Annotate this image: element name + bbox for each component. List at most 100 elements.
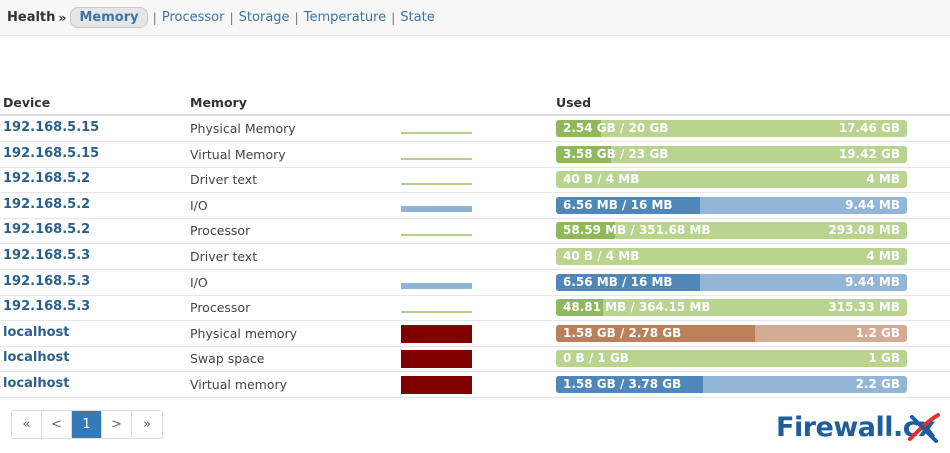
memory-type[interactable]: Physical Memory xyxy=(190,121,296,136)
nav-divider: | xyxy=(152,10,157,25)
device-link[interactable]: localhost xyxy=(3,376,70,391)
usage-graph[interactable] xyxy=(401,282,472,289)
memory-type[interactable]: Driver text xyxy=(190,172,258,188)
usage-bar[interactable]: 40 B / 4 MB 4 MB xyxy=(556,171,907,189)
nav-divider: | xyxy=(391,10,396,25)
next-page-button[interactable]: > xyxy=(102,411,132,438)
last-page-button[interactable]: » xyxy=(132,411,162,438)
table-row: 192.168.5.15 Physical Memory 2.54 GB / 20 … xyxy=(0,116,950,142)
memory-type[interactable]: Virtual Memory xyxy=(190,146,286,162)
usage-graph[interactable] xyxy=(401,311,472,314)
usage-bar[interactable]: 6.56 MB / 16 MB 9.44 MB xyxy=(556,196,907,214)
usage-bar[interactable]: 0 B / 1 GB 1 GB xyxy=(556,350,907,368)
usage-bar[interactable]: 40 B / 4 MB 4 MB xyxy=(556,248,907,265)
table-row: 192.168.5.3 I/O 6.56 MB / 16 MB 9.44 MB xyxy=(0,270,950,296)
pagination: « < 1 > » xyxy=(11,410,163,439)
memory-type[interactable]: Swap space xyxy=(190,351,265,367)
free-amount-label: 9.44 MB xyxy=(845,197,900,212)
usage-bar[interactable]: 2.54 GB / 20 GB 17.46 GB xyxy=(556,120,907,137)
usage-bar-fill xyxy=(556,196,700,214)
free-amount-label: 2.2 GB xyxy=(855,377,900,391)
used-amount-label: 40 B / 4 MB xyxy=(563,249,640,263)
device-link[interactable]: 192.168.5.15 xyxy=(3,120,100,135)
column-header-memory[interactable]: Memory xyxy=(190,95,247,110)
usage-bar-fill xyxy=(556,145,611,163)
device-link[interactable]: 192.168.5.3 xyxy=(3,299,91,315)
table-row: localhost Swap space 0 B / 1 GB 1 GB xyxy=(0,346,950,373)
device-link[interactable]: 192.168.5.2 xyxy=(3,222,91,238)
health-nav-bar: Health » Memory | Processor | Storage | … xyxy=(0,0,950,36)
prev-page-button[interactable]: < xyxy=(42,411,72,438)
health-title: Health xyxy=(7,10,56,25)
free-amount-label: 315.33 MB xyxy=(828,300,900,315)
first-page-button[interactable]: « xyxy=(12,411,42,438)
used-amount-label: 6.56 MB / 16 MB xyxy=(563,197,673,212)
free-amount-label: 1 GB xyxy=(868,351,900,366)
table-row: 192.168.5.2 Driver text 40 B / 4 MB 4 MB xyxy=(0,167,950,194)
tab-processor[interactable]: Processor xyxy=(161,10,225,25)
firewall-cx-logo: Firewall.cx xyxy=(776,412,940,443)
usage-graph[interactable] xyxy=(401,350,472,369)
column-header-used[interactable]: Used xyxy=(556,95,592,110)
used-amount-label: 1.58 GB / 3.78 GB xyxy=(563,377,682,391)
memory-type[interactable]: I/O xyxy=(190,197,208,213)
usage-graph[interactable] xyxy=(401,132,472,134)
usage-bar-fill xyxy=(556,299,604,317)
memory-type[interactable]: Driver text xyxy=(190,249,258,264)
free-amount-label: 1.2 GB xyxy=(855,325,900,340)
table-row: localhost Physical memory 1.58 GB / 2.78 G… xyxy=(0,321,950,347)
device-link[interactable]: 192.168.5.3 xyxy=(3,273,91,289)
usage-bar[interactable]: 48.81 MB / 364.15 MB 315.33 MB xyxy=(556,299,907,317)
device-link[interactable]: localhost xyxy=(3,324,70,340)
usage-graph[interactable] xyxy=(401,376,472,394)
usage-bar-fill xyxy=(556,120,601,137)
used-amount-label: 1.58 GB / 2.78 GB xyxy=(563,325,682,340)
header-divider xyxy=(0,114,950,116)
memory-type[interactable]: Processor xyxy=(190,223,251,239)
free-amount-label: 9.44 MB xyxy=(845,274,900,289)
usage-bar[interactable]: 3.58 GB / 23 GB 19.42 GB xyxy=(556,145,907,163)
tab-temperature[interactable]: Temperature xyxy=(303,10,387,25)
usage-bar-fill xyxy=(556,324,756,342)
table-row: 192.168.5.2 Processor 58.59 MB / 351.68 MB… xyxy=(0,218,950,245)
device-link[interactable]: 192.168.5.3 xyxy=(3,248,91,263)
tab-storage[interactable]: Storage xyxy=(238,10,290,25)
device-link[interactable]: 192.168.5.15 xyxy=(3,145,100,161)
usage-bar[interactable]: 1.58 GB / 3.78 GB 2.2 GB xyxy=(556,376,907,393)
usage-bar-fill xyxy=(556,376,703,393)
usage-graph[interactable] xyxy=(401,324,472,343)
free-amount-label: 4 MB xyxy=(866,249,900,263)
device-link[interactable]: localhost xyxy=(3,350,70,366)
used-amount-label: 40 B / 4 MB xyxy=(563,172,640,187)
page-1-button[interactable]: 1 xyxy=(72,411,102,438)
table-row: 192.168.5.3 Processor 48.81 MB / 364.15 MB… xyxy=(0,295,950,322)
device-link[interactable]: 192.168.5.2 xyxy=(3,196,91,212)
usage-graph[interactable] xyxy=(401,157,472,160)
usage-bar[interactable]: 6.56 MB / 16 MB 9.44 MB xyxy=(556,273,907,291)
usage-graph[interactable] xyxy=(401,234,472,237)
usage-bar[interactable]: 1.58 GB / 2.78 GB 1.2 GB xyxy=(556,324,907,342)
tab-state[interactable]: State xyxy=(400,10,435,25)
usage-bar[interactable]: 58.59 MB / 351.68 MB 293.08 MB xyxy=(556,222,907,240)
tab-memory[interactable]: Memory xyxy=(70,7,148,28)
memory-type[interactable]: I/O xyxy=(190,274,208,290)
memory-type[interactable]: Physical memory xyxy=(190,325,298,341)
used-amount-label: 0 B / 1 GB xyxy=(563,351,629,366)
used-amount-label: 58.59 MB / 351.68 MB xyxy=(563,223,711,238)
breadcrumb-separator: » xyxy=(58,10,67,25)
column-header-device[interactable]: Device xyxy=(3,95,51,110)
logo-swoosh-icon xyxy=(908,413,940,443)
table-row: 192.168.5.15 Virtual Memory 3.58 GB / 23 G… xyxy=(0,142,950,168)
device-link[interactable]: 192.168.5.2 xyxy=(3,171,91,187)
usage-graph[interactable] xyxy=(401,183,472,186)
used-amount-label: 48.81 MB / 364.15 MB xyxy=(563,300,711,315)
memory-type[interactable]: Virtual memory xyxy=(190,377,288,392)
free-amount-label: 293.08 MB xyxy=(828,223,900,238)
memory-type[interactable]: Processor xyxy=(190,300,251,316)
used-amount-label: 3.58 GB / 23 GB xyxy=(563,146,669,161)
usage-bar-fill xyxy=(556,273,700,291)
usage-bar-fill xyxy=(556,222,615,240)
usage-graph[interactable] xyxy=(401,205,472,212)
nav-divider: | xyxy=(229,10,234,25)
used-amount-label: 2.54 GB / 20 GB xyxy=(563,121,669,135)
